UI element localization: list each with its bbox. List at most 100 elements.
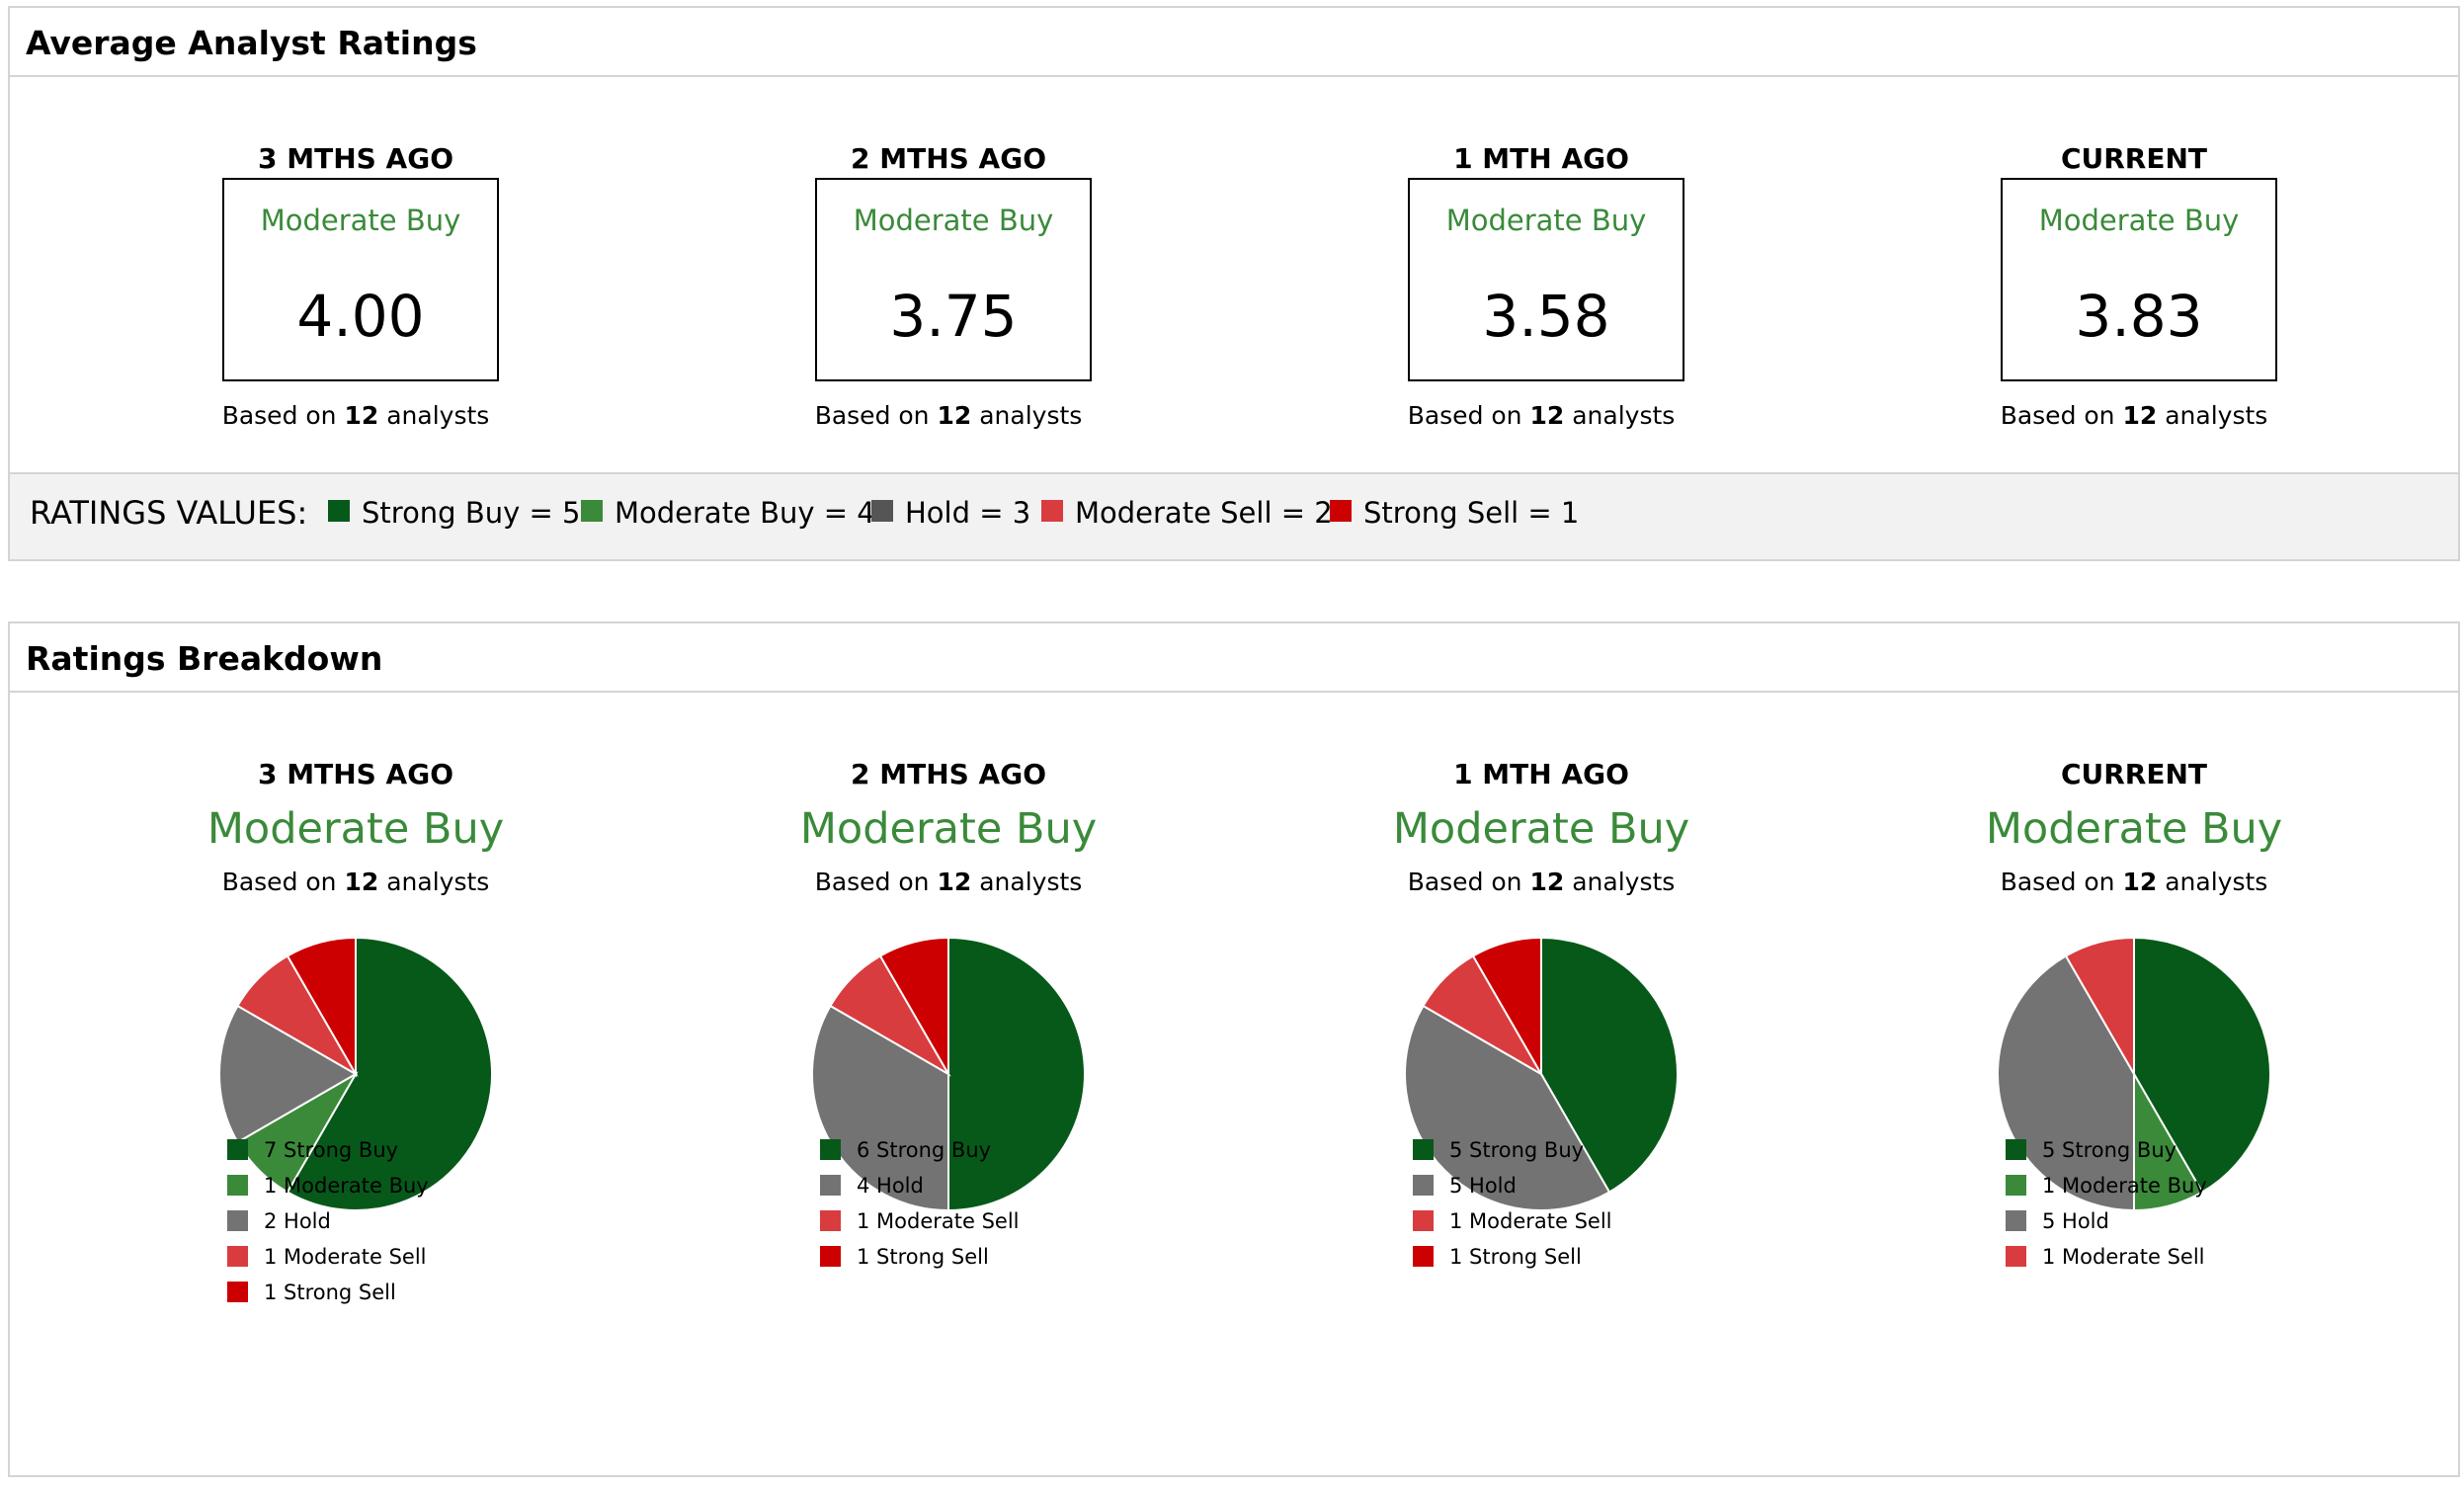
ratings-values-bar: RATINGS VALUES: Strong Buy = 5 Moderate … [10,472,2458,559]
legend-swatch [2006,1210,2026,1231]
rating-score: 3.83 [2075,283,2203,350]
rating-box: Moderate Buy 4.00 [222,178,499,381]
legend-item-strong-sell: 1 Strong Sell [820,1245,1020,1281]
analyst-count-text: Based on 12 analysts [814,868,1083,896]
pie-legend: 5 Strong Buy 1 Moderate Buy 5 Hold 1 Mod… [2006,1138,2207,1281]
ratings-values-title: RATINGS VALUES: [30,494,308,532]
pie-slice-strong-buy [2133,936,2271,1194]
period-label: 1 MTH AGO [1453,758,1629,790]
avg-column-1-month-ago: 1 MTH AGO Moderate Buy 3.58 Based on 12 … [1284,142,1798,439]
analyst-count-text: Based on 12 analysts [814,401,1083,430]
period-label: 3 MTHS AGO [258,142,453,175]
legend-item-moderate-sell: 1 Moderate Sell [820,1209,1020,1245]
rating-score: 3.75 [889,283,1018,350]
avg-column-current: CURRENT Moderate Buy 3.83 Based on 12 an… [1877,142,2391,439]
legend-swatch [227,1139,248,1160]
legend-swatch [820,1210,841,1231]
color-swatch [328,500,350,522]
period-label: 3 MTHS AGO [258,758,453,790]
average-ratings-panel: Average Analyst Ratings 3 MTHS AGO Moder… [8,6,2460,561]
analyst-count-text: Based on 12 analysts [221,401,490,430]
legend-item-hold: 5 Hold [2006,1209,2207,1245]
pie-slice-strong-buy [947,936,1086,1212]
ratings-value-strong-sell: Strong Sell = 1 [1330,496,1579,530]
ratings-breakdown-panel: Ratings Breakdown 3 MTHS AGO Moderate Bu… [8,621,2460,1477]
average-ratings-header: Average Analyst Ratings [10,8,2458,77]
rating-label: Moderate Buy [2038,204,2240,237]
pie-slice-hold [1404,1004,1611,1211]
ratings-breakdown-header: Ratings Breakdown [10,623,2458,693]
color-swatch [581,500,603,522]
pie-slice-strong-sell [286,936,357,1078]
color-swatch [871,500,893,522]
breakdown-column-3-months-ago: 3 MTHS AGO Moderate Buy Based on 12 anal… [99,758,613,1469]
avg-column-2-months-ago: 2 MTHS AGO Moderate Buy 3.75 Based on 12… [692,142,1205,439]
rating-score: 4.00 [296,283,425,350]
legend-item-strong-sell: 1 Strong Sell [1413,1245,1612,1281]
pie-chart-1-month-ago [1404,936,1679,1211]
analyst-count-text: Based on 12 analysts [1407,868,1676,896]
ratings-value-moderate-buy: Moderate Buy = 4 [581,496,875,530]
ratings-value-moderate-sell: Moderate Sell = 2 [1041,496,1333,530]
analyst-count-text: Based on 12 analysts [2000,401,2268,430]
legend-swatch [2006,1246,2026,1267]
rating-box: Moderate Buy 3.83 [2001,178,2277,381]
pie-chart-2-months-ago [811,936,1086,1212]
legend-swatch [227,1246,248,1267]
panel-title: Ratings Breakdown [26,639,383,678]
pie-legend: 5 Strong Buy 5 Hold 1 Moderate Sell 1 St… [1413,1138,1612,1281]
pie-chart-current [1997,936,2271,1212]
rating-label: Moderate Buy [1445,204,1647,237]
rating-box: Moderate Buy 3.58 [1408,178,1684,381]
legend-item-strong-sell: 1 Strong Sell [227,1281,429,1316]
legend-swatch [2006,1175,2026,1196]
pie-slice-hold [218,1004,358,1144]
legend-swatch [227,1175,248,1196]
period-label: 1 MTH AGO [1453,142,1629,175]
avg-column-3-months-ago: 3 MTHS AGO Moderate Buy 4.00 Based on 12… [99,142,613,439]
legend-swatch [1413,1139,1434,1160]
pie-slice-strong-buy [1540,936,1679,1194]
legend-item-strong-buy: 5 Strong Buy [2006,1138,2207,1174]
legend-swatch [820,1139,841,1160]
breakdown-column-1-month-ago: 1 MTH AGO Moderate Buy Based on 12 analy… [1284,758,1798,1469]
rating-label: Moderate Buy [206,804,505,854]
pie-legend: 7 Strong Buy 1 Moderate Buy 2 Hold 1 Mod… [227,1138,429,1316]
legend-item-moderate-sell: 1 Moderate Sell [2006,1245,2207,1281]
rating-label: Moderate Buy [260,204,461,237]
legend-swatch [820,1175,841,1196]
legend-item-strong-buy: 5 Strong Buy [1413,1138,1612,1174]
pie-legend: 6 Strong Buy 4 Hold 1 Moderate Sell 1 St… [820,1138,1020,1281]
rating-label: Moderate Buy [1392,804,1690,854]
period-label: 2 MTHS AGO [851,142,1046,175]
legend-swatch [1413,1175,1434,1196]
rating-label: Moderate Buy [1985,804,2283,854]
legend-swatch [1413,1246,1434,1267]
legend-item-moderate-buy: 1 Moderate Buy [2006,1174,2207,1209]
panel-title: Average Analyst Ratings [26,24,477,62]
rating-score: 3.58 [1482,283,1610,350]
legend-swatch [227,1282,248,1302]
legend-swatch [2006,1139,2026,1160]
pie-chart-3-months-ago [218,936,493,1211]
pie-slice-strong-sell [1471,936,1542,1078]
legend-item-strong-buy: 6 Strong Buy [820,1138,1020,1174]
ratings-value-strong-buy: Strong Buy = 5 [328,496,580,530]
legend-item-hold: 4 Hold [820,1174,1020,1209]
legend-item-hold: 2 Hold [227,1209,429,1245]
pie-slice-strong-buy [286,936,493,1211]
legend-item-strong-buy: 7 Strong Buy [227,1138,429,1174]
rating-label: Moderate Buy [853,204,1054,237]
analyst-count-text: Based on 12 analysts [1407,401,1676,430]
legend-swatch [227,1210,248,1231]
legend-item-hold: 5 Hold [1413,1174,1612,1209]
pie-slice-hold [1997,954,2135,1212]
period-label: CURRENT [2060,142,2208,175]
legend-swatch [820,1246,841,1267]
legend-item-moderate-sell: 1 Moderate Sell [227,1245,429,1281]
period-label: CURRENT [2060,758,2208,790]
color-swatch [1330,500,1352,522]
rating-label: Moderate Buy [799,804,1098,854]
breakdown-column-current: CURRENT Moderate Buy Based on 12 analyst… [1877,758,2391,1469]
color-swatch [1041,500,1063,522]
